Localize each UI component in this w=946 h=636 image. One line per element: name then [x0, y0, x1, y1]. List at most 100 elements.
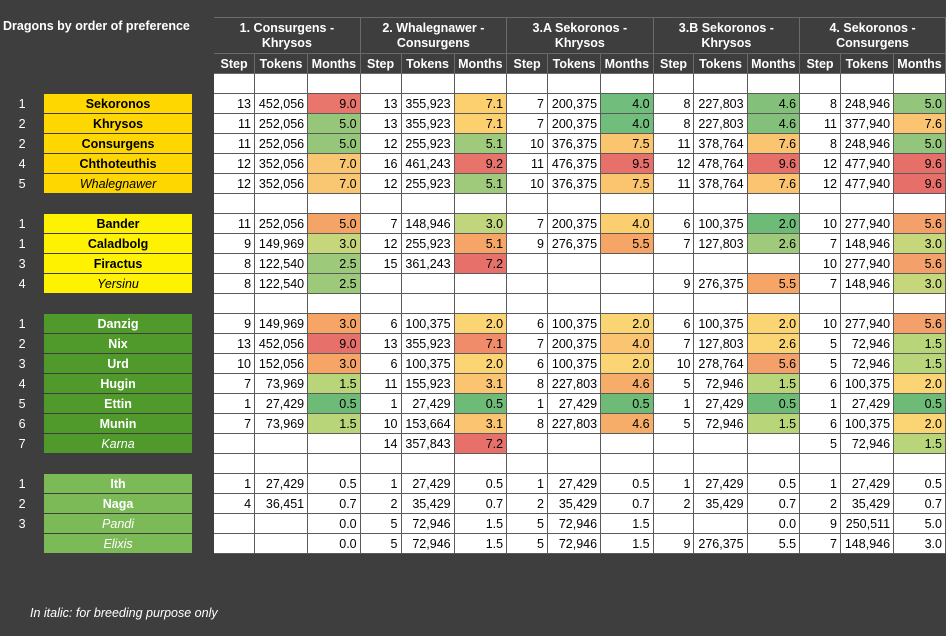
months-cell: 9.0 [307, 333, 361, 354]
dragon-name: Nix [43, 333, 193, 354]
rank-cell: 4 [18, 156, 26, 171]
tokens-cell [546, 433, 602, 454]
dragon-row: 3 Pandi 0.0 5 72,946 1.5 5 72,946 1.5 0.0 9 250,511… [1, 513, 946, 534]
step-cell: 7 [506, 93, 548, 114]
tokens-cell: 149,969 [254, 233, 309, 254]
months-cell: 5.6 [893, 253, 946, 274]
tokens-cell: 355,923 [400, 93, 455, 114]
tokens-cell: 153,664 [400, 413, 455, 434]
months-cell: 2.0 [600, 313, 654, 334]
dragon-name: Urd [43, 353, 193, 374]
step-cell: 12 [799, 153, 841, 174]
dragon-row: 4 Yersinu 8 122,540 2.5 9 276,375 5.5 7 148,946 3.… [1, 273, 946, 294]
months-cell: 1.5 [600, 513, 654, 534]
months-cell: 3.1 [453, 413, 508, 434]
tokens-cell: 452,056 [254, 93, 309, 114]
step-cell: 1 [652, 473, 695, 494]
step-cell: 9 [213, 313, 256, 334]
step-cell: 11 [213, 113, 256, 134]
tokens-cell: 252,056 [254, 133, 309, 154]
column-header: Months [307, 53, 361, 74]
dragon-name: Pandi [43, 513, 193, 534]
tokens-cell: 477,940 [839, 173, 895, 194]
dragon-name: Bander [43, 213, 193, 234]
tokens-cell: 27,429 [546, 473, 602, 494]
step-cell [213, 433, 256, 454]
column-header: Months [600, 53, 654, 74]
step-cell: 2 [359, 493, 402, 514]
step-cell: 7 [213, 373, 256, 394]
rank-cell: 2 [18, 336, 26, 351]
months-cell: 0.5 [893, 393, 946, 414]
months-cell: 2.0 [453, 353, 508, 374]
months-cell: 0.7 [453, 493, 508, 514]
tokens-cell [254, 533, 309, 554]
rank-cell: 3 [18, 256, 26, 271]
spacer [192, 354, 213, 374]
months-cell: 7.0 [307, 173, 361, 194]
scenario-header: 4. Sekoronos - Consurgens [799, 17, 946, 54]
months-cell: 1.5 [453, 513, 508, 534]
months-cell: 2.0 [600, 353, 654, 374]
tokens-cell: 72,946 [839, 433, 895, 454]
tokens-cell: 100,375 [693, 313, 748, 334]
tokens-cell: 127,803 [693, 333, 748, 354]
step-cell: 11 [506, 153, 548, 174]
rank-cell: 7 [18, 436, 26, 451]
corner-header: Dragons by order of preference [3, 19, 190, 33]
months-cell: 2.6 [746, 333, 801, 354]
spacer [192, 174, 213, 194]
step-cell: 8 [799, 133, 841, 154]
months-cell: 4.6 [600, 373, 654, 394]
column-header: Tokens [546, 53, 602, 74]
tokens-cell: 122,540 [254, 253, 309, 274]
tokens-cell: 27,429 [839, 473, 895, 494]
spacer [192, 234, 213, 254]
spacer [192, 434, 213, 454]
tokens-cell: 72,946 [400, 533, 455, 554]
months-cell [746, 253, 801, 274]
step-cell: 10 [506, 133, 548, 154]
dragon-row: 1 Bander 11 252,056 5.0 7 148,946 3.0 7 200,375 4.… [1, 213, 946, 234]
step-cell: 1 [213, 473, 256, 494]
tokens-cell: 278,764 [693, 353, 748, 374]
dragon-name: Munin [43, 413, 193, 434]
step-cell: 1 [506, 393, 548, 414]
months-cell: 1.5 [893, 353, 946, 374]
tokens-cell: 355,923 [400, 333, 455, 354]
months-cell: 2.0 [453, 313, 508, 334]
step-cell: 9 [652, 273, 695, 294]
dragon-name: Danzig [43, 313, 193, 334]
tokens-cell: 148,946 [839, 273, 895, 294]
dragon-name: Elixis [43, 533, 193, 554]
step-cell: 11 [359, 373, 402, 394]
months-cell: 0.5 [453, 393, 508, 414]
months-cell: 7.1 [453, 93, 508, 114]
dragon-row: 3 Urd 10 152,056 3.0 6 100,375 2.0 6 100,375 2.0 10… [1, 353, 946, 374]
spacer-row [1, 73, 946, 94]
step-cell: 1 [799, 473, 841, 494]
rank-cell: 6 [18, 416, 26, 431]
months-cell: 0.0 [307, 513, 361, 534]
column-header: Months [893, 53, 946, 74]
dragon-row: 2 Consurgens 11 252,056 5.0 12 255,923 5.1 10 376… [1, 133, 946, 154]
months-cell: 1.5 [893, 433, 946, 454]
tokens-cell [693, 433, 748, 454]
tokens-cell: 100,375 [546, 353, 602, 374]
step-cell: 10 [359, 413, 402, 434]
step-cell: 7 [506, 213, 548, 234]
dragon-name: Sekoronos [43, 93, 193, 114]
months-cell [600, 433, 654, 454]
tokens-cell: 155,923 [400, 373, 455, 394]
step-cell: 1 [359, 473, 402, 494]
rank-cell: 1 [18, 236, 26, 251]
column-header: Step [359, 53, 402, 74]
tokens-cell [400, 273, 455, 294]
column-header: Months [453, 53, 508, 74]
months-cell [600, 273, 654, 294]
tokens-cell: 376,375 [546, 133, 602, 154]
step-cell: 9 [213, 233, 256, 254]
months-cell: 5.0 [893, 513, 946, 534]
tokens-cell: 200,375 [546, 213, 602, 234]
spacer [192, 274, 213, 294]
